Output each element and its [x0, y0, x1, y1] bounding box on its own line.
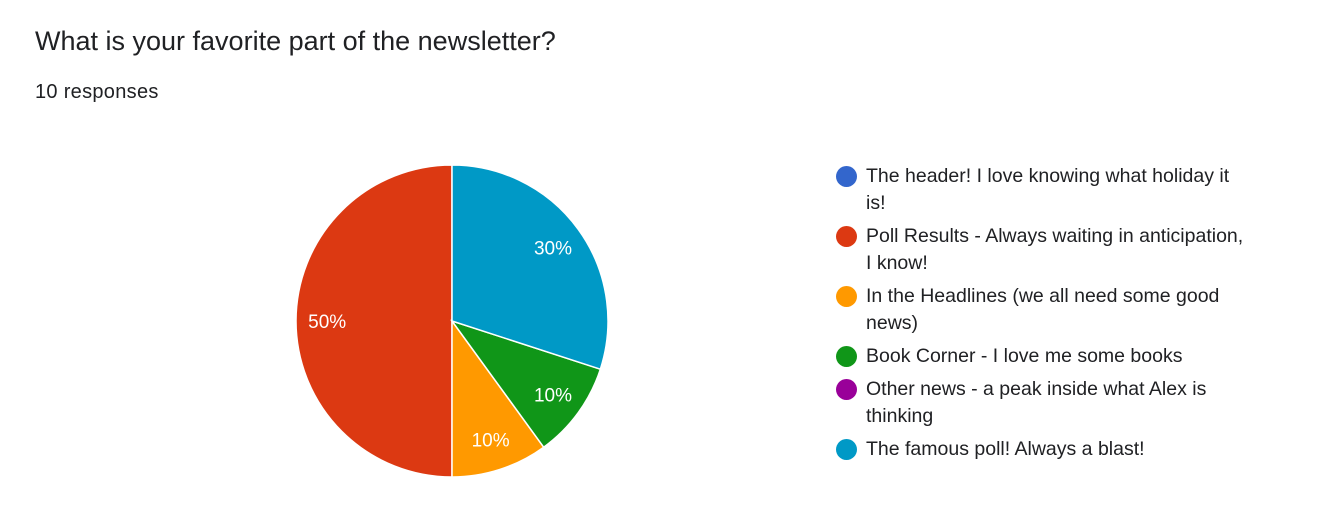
legend-label: Poll Results - Always waiting in anticip…	[866, 225, 1244, 274]
question-title: What is your favorite part of the newsle…	[35, 26, 556, 56]
legend-item: Poll Results - Always waiting in anticip…	[836, 223, 1256, 277]
legend-item: In the Headlines (we all need some good …	[836, 283, 1256, 337]
pie-slice-label: 10%	[534, 385, 572, 406]
legend-swatch	[836, 166, 857, 187]
legend-swatch	[836, 439, 857, 460]
pie-slice	[451, 318, 545, 478]
legend-item: Book Corner - I love me some books	[836, 343, 1256, 370]
legend-swatch	[836, 379, 857, 400]
legend-item: The famous poll! Always a blast!	[836, 436, 1256, 463]
legend-label: The header! I love knowing what holiday …	[866, 165, 1230, 214]
response-count: 10 responses	[35, 81, 159, 103]
legend-label: The famous poll! Always a blast!	[866, 438, 1145, 460]
legend-item: The header! I love knowing what holiday …	[836, 163, 1256, 217]
legend-swatch	[836, 346, 857, 367]
legend-item: Other news - a peak inside what Alex is …	[836, 376, 1256, 430]
chart-legend: The header! I love knowing what holiday …	[836, 163, 1256, 469]
pie-slice	[451, 164, 609, 371]
legend-swatch	[836, 226, 857, 247]
pie-slice-label: 10%	[472, 431, 510, 452]
pie-slices	[295, 164, 609, 478]
pie-slice-label: 30%	[534, 239, 572, 260]
legend-swatch	[836, 286, 857, 307]
legend-label: Other news - a peak inside what Alex is …	[866, 378, 1207, 427]
pie-slice-label: 50%	[308, 312, 346, 333]
pie-slice	[450, 319, 602, 449]
legend-label: In the Headlines (we all need some good …	[866, 285, 1220, 334]
pie-labels: 50% 10% 10% 30%	[308, 239, 572, 452]
legend-label: Book Corner - I love me some books	[866, 345, 1183, 367]
pie-slice	[295, 164, 453, 478]
